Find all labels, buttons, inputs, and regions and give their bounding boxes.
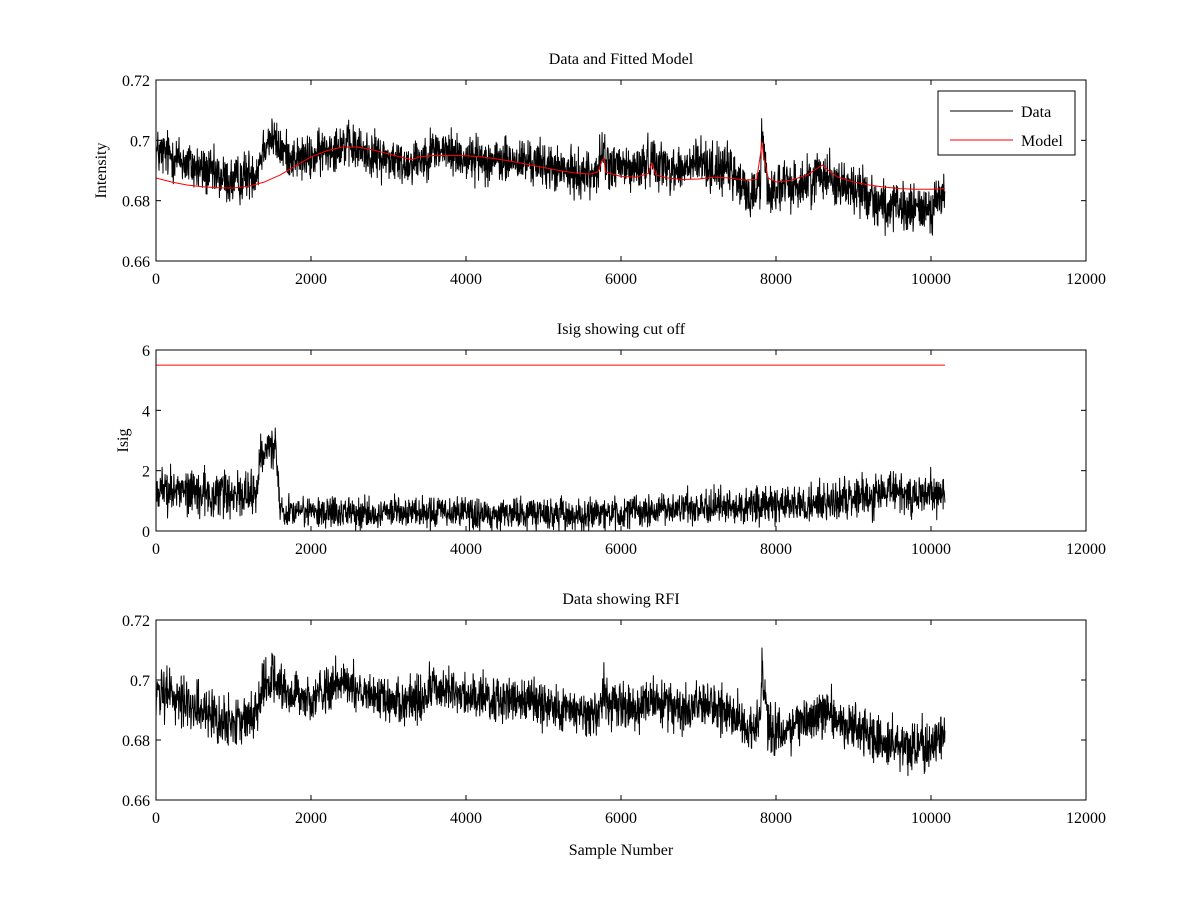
y-tick-label: 6 bbox=[142, 343, 150, 360]
x-tick-label: 8000 bbox=[760, 271, 792, 288]
figure-xlabel: Sample Number bbox=[569, 842, 674, 859]
axes-panel-3: 0 2000 4000 6000 8000 10000 12000 0.66 0.68 0.7 0.… bbox=[122, 591, 1106, 827]
chart-title: Isig showing cut off bbox=[557, 321, 686, 338]
y-tick-label: 0.68 bbox=[122, 733, 150, 750]
y-tick-label: 0.66 bbox=[122, 793, 150, 810]
x-tick-label: 10000 bbox=[911, 810, 951, 827]
y-axis-label: Intensity bbox=[93, 143, 110, 199]
axes-panel-1: 0 2000 4000 6000 8000 10000 12000 0.66 0.68 0.7 0.… bbox=[93, 51, 1106, 288]
series-group bbox=[156, 647, 946, 777]
y-tick-label: 4 bbox=[142, 403, 150, 420]
y-axis-label: Isig bbox=[115, 429, 132, 453]
y-tick-label: 0.72 bbox=[122, 613, 150, 630]
x-tick-label: 12000 bbox=[1066, 810, 1106, 827]
x-tick-label: 6000 bbox=[605, 810, 637, 827]
x-tick-label: 0 bbox=[152, 271, 160, 288]
x-tick-label: 8000 bbox=[760, 810, 792, 827]
y-tick-label: 0.7 bbox=[130, 133, 150, 150]
x-tick-label: 12000 bbox=[1066, 271, 1106, 288]
legend: Data Model bbox=[937, 90, 1076, 156]
axes-root: 0 2000 4000 6000 8000 10000 120000.660.680.70.… bbox=[93, 51, 1106, 827]
chart-title: Data showing RFI bbox=[562, 591, 679, 608]
series-data-line bbox=[156, 427, 946, 531]
y-tick-label: 2 bbox=[142, 464, 150, 481]
x-tick-label: 12000 bbox=[1066, 541, 1106, 558]
x-tick-label: 2000 bbox=[295, 271, 327, 288]
x-tick-label: 6000 bbox=[605, 271, 637, 288]
legend-box bbox=[937, 90, 1076, 156]
x-tick-label: 2000 bbox=[295, 541, 327, 558]
x-tick-label: 4000 bbox=[450, 810, 482, 827]
series-model-line bbox=[156, 141, 945, 190]
x-tick-label: 6000 bbox=[605, 541, 637, 558]
y-tick-label: 0.7 bbox=[130, 673, 150, 690]
y-tick-label: 0 bbox=[142, 524, 150, 541]
series-data-line bbox=[156, 647, 946, 777]
axes-panel-2: 0 2000 4000 6000 8000 10000 12000 0 2 4 6 Isig show… bbox=[115, 321, 1106, 558]
legend-label-data: Data bbox=[1021, 104, 1051, 121]
x-tick-label: 4000 bbox=[450, 541, 482, 558]
y-tick-label: 0.68 bbox=[122, 194, 150, 211]
series-group bbox=[156, 364, 946, 531]
x-tick-label: 0 bbox=[152, 541, 160, 558]
y-tick-label: 0.72 bbox=[122, 73, 150, 90]
x-tick-label: 8000 bbox=[760, 541, 792, 558]
y-tick-label: 0.66 bbox=[122, 254, 150, 271]
x-tick-label: 10000 bbox=[911, 541, 951, 558]
chart-title: Data and Fitted Model bbox=[549, 51, 694, 68]
legend-label-model: Model bbox=[1021, 133, 1063, 150]
x-tick-label: 0 bbox=[152, 810, 160, 827]
x-tick-label: 10000 bbox=[911, 271, 951, 288]
x-tick-label: 2000 bbox=[295, 810, 327, 827]
series-group bbox=[156, 118, 946, 237]
x-tick-label: 4000 bbox=[450, 271, 482, 288]
series-data-line bbox=[156, 118, 946, 237]
